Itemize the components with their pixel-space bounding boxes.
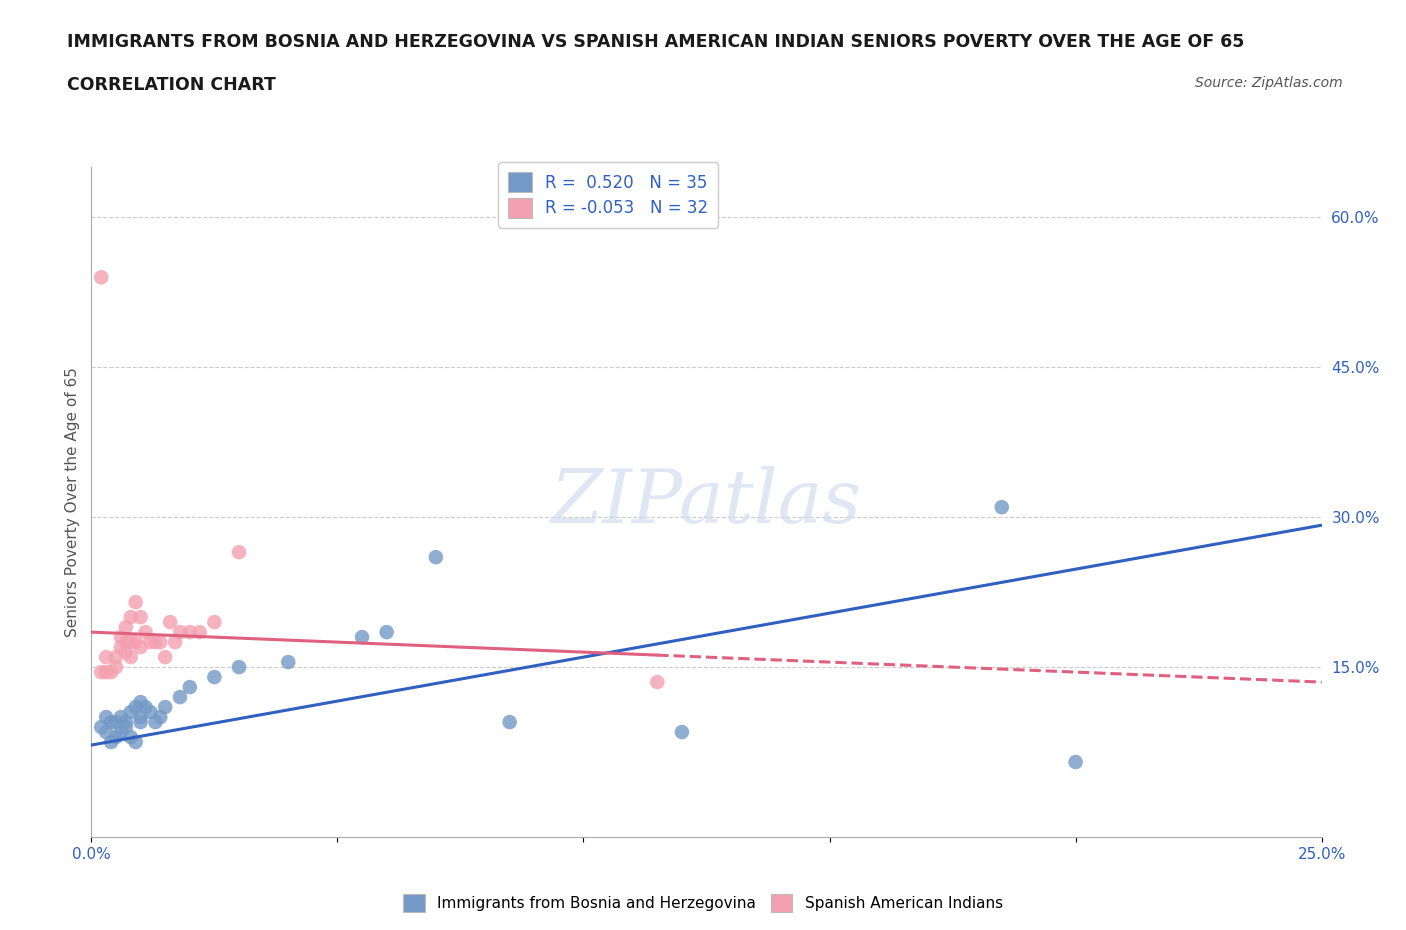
Point xyxy=(498,714,520,729)
Point xyxy=(114,619,138,634)
Point xyxy=(645,674,669,689)
Point xyxy=(153,699,177,714)
Point xyxy=(105,714,127,729)
Point xyxy=(129,610,152,625)
Text: IMMIGRANTS FROM BOSNIA AND HERZEGOVINA VS SPANISH AMERICAN INDIAN SENIORS POVERT: IMMIGRANTS FROM BOSNIA AND HERZEGOVINA V… xyxy=(67,33,1244,50)
Point xyxy=(90,270,112,285)
Point xyxy=(120,634,142,649)
Point xyxy=(124,699,146,714)
Point xyxy=(129,640,152,655)
Y-axis label: Seniors Poverty Over the Age of 65: Seniors Poverty Over the Age of 65 xyxy=(65,367,80,637)
Legend: Immigrants from Bosnia and Herzegovina, Spanish American Indians: Immigrants from Bosnia and Herzegovina, … xyxy=(396,888,1010,918)
Point xyxy=(277,655,299,670)
Point xyxy=(114,644,138,659)
Point xyxy=(110,710,132,724)
Point xyxy=(153,650,177,665)
Point xyxy=(352,630,374,644)
Point xyxy=(202,615,225,630)
Point xyxy=(228,545,250,560)
Point xyxy=(135,699,156,714)
Point xyxy=(110,640,132,655)
Point xyxy=(110,630,132,644)
Point xyxy=(110,724,132,739)
Point xyxy=(96,724,117,739)
Point xyxy=(129,714,152,729)
Point xyxy=(90,665,112,680)
Point xyxy=(129,710,152,724)
Point xyxy=(179,625,201,640)
Point xyxy=(135,625,156,640)
Point xyxy=(1064,754,1087,769)
Point xyxy=(124,735,146,750)
Point xyxy=(96,710,117,724)
Point xyxy=(990,499,1012,514)
Point xyxy=(188,625,211,640)
Point xyxy=(90,720,112,735)
Point xyxy=(114,634,138,649)
Text: Source: ZipAtlas.com: Source: ZipAtlas.com xyxy=(1195,76,1343,90)
Text: ZIPatlas: ZIPatlas xyxy=(551,466,862,538)
Point xyxy=(145,714,166,729)
Point xyxy=(105,650,127,665)
Point xyxy=(139,634,162,649)
Point xyxy=(124,634,146,649)
Point xyxy=(120,730,142,745)
Point xyxy=(124,594,146,609)
Point xyxy=(129,695,152,710)
Point xyxy=(169,625,191,640)
Point xyxy=(425,550,447,565)
Point xyxy=(163,634,186,649)
Point xyxy=(105,659,127,674)
Point xyxy=(671,724,693,739)
Point xyxy=(96,650,117,665)
Point xyxy=(139,705,162,720)
Point xyxy=(100,665,122,680)
Point xyxy=(179,680,201,695)
Point xyxy=(100,735,122,750)
Point xyxy=(120,610,142,625)
Point xyxy=(149,634,172,649)
Point xyxy=(96,665,117,680)
Point xyxy=(105,730,127,745)
Point xyxy=(114,714,138,729)
Point xyxy=(202,670,225,684)
Point xyxy=(375,625,398,640)
Point xyxy=(120,650,142,665)
Point xyxy=(100,714,122,729)
Point xyxy=(145,634,166,649)
Point xyxy=(169,690,191,705)
Point xyxy=(228,659,250,674)
Point xyxy=(149,710,172,724)
Text: CORRELATION CHART: CORRELATION CHART xyxy=(67,76,277,94)
Point xyxy=(114,720,138,735)
Point xyxy=(120,705,142,720)
Point xyxy=(159,615,181,630)
Legend: R =  0.520   N = 35, R = -0.053   N = 32: R = 0.520 N = 35, R = -0.053 N = 32 xyxy=(498,163,718,228)
